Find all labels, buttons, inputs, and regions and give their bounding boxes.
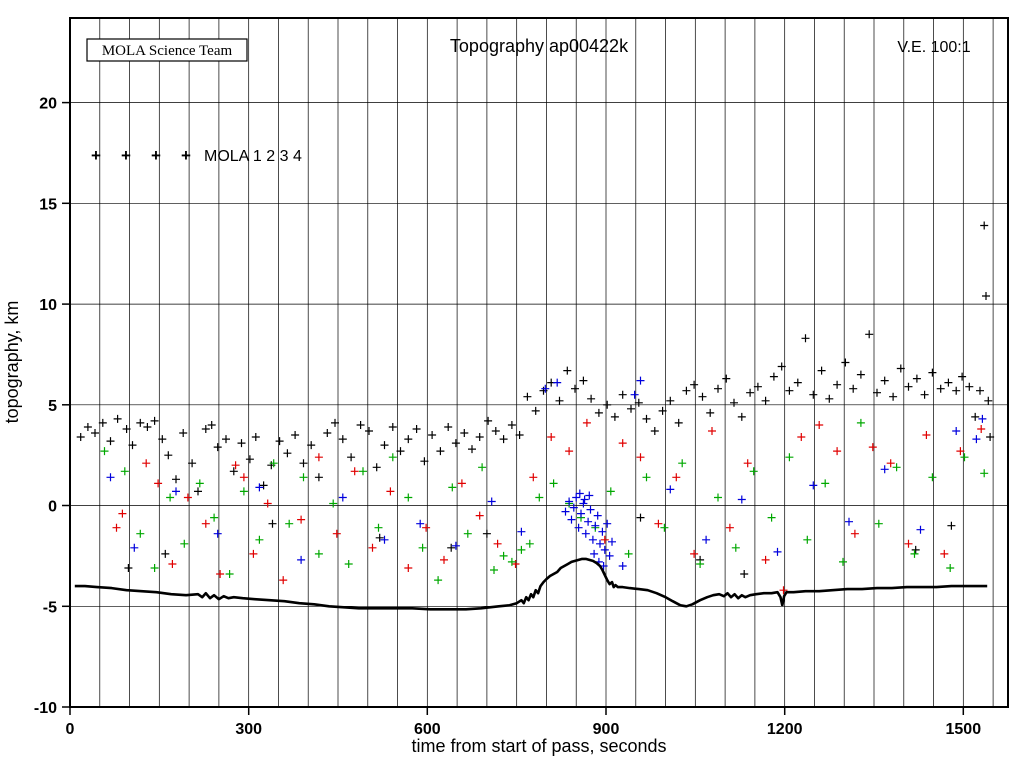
profile-layer [74, 557, 988, 611]
scatter-series-mola-1 [76, 221, 995, 578]
vertical-exaggeration-label: V.E. 100:1 [897, 39, 970, 56]
y-tick-label: 0 [48, 499, 57, 516]
x-tick-label: 1200 [767, 721, 803, 738]
ground-profile-line [74, 557, 988, 611]
x-tick-label: 900 [593, 721, 620, 738]
plot-frame [69, 17, 1009, 708]
legend-marker-mola1-icon: + [91, 146, 101, 165]
x-tick-label: 0 [66, 721, 75, 738]
scatter-series-mola-4 [106, 376, 987, 570]
y-tick-label: -5 [43, 599, 57, 616]
x-tick-label: 600 [414, 721, 441, 738]
scatter-series-mola-3 [100, 418, 989, 585]
y-tick-label: -10 [34, 700, 57, 717]
legend-marker-mola3-icon: + [151, 146, 161, 165]
legend-marker-mola4-icon: + [181, 146, 191, 165]
x-tick-label: 1500 [946, 721, 982, 738]
grid-layer [69, 18, 1008, 708]
mola-team-label: MOLA Science Team [102, 43, 233, 59]
x-tick-label: 300 [235, 721, 262, 738]
legend-marker-mola2-icon: + [121, 146, 131, 165]
y-tick-label: 10 [39, 297, 57, 314]
y-tick-label: 5 [48, 398, 57, 415]
legend-label: MOLA 1 2 3 4 [204, 148, 302, 165]
scatter-layer [76, 221, 995, 595]
x-axis-title: time from start of pass, seconds [411, 736, 666, 756]
scatter-series-mola-2 [112, 418, 986, 595]
y-tick-label: 20 [39, 96, 57, 113]
chart-title: Topography ap00422k [450, 36, 629, 56]
y-axis-title: topography, km [2, 301, 22, 424]
y-tick-label: 15 [39, 196, 57, 213]
tick-layer: 0 300 600 900 1200 1500 -10 -5 0 5 10 15 20 [34, 96, 981, 738]
mola-team-box [86, 38, 248, 62]
